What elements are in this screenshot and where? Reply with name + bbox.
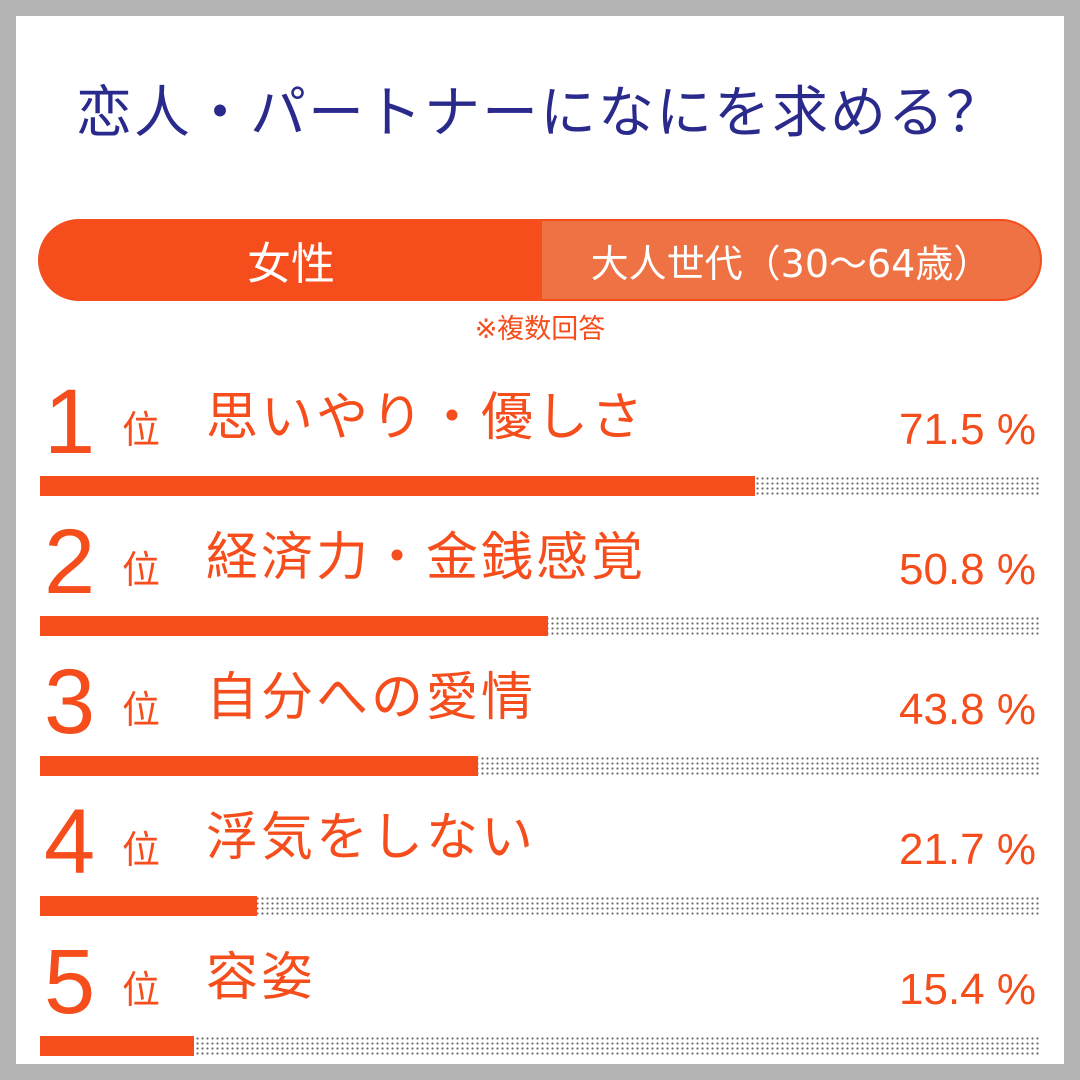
value-label: 21.7 %: [899, 825, 1036, 874]
bar: [40, 1036, 194, 1056]
segment-age-group: 大人世代（30〜64歳）: [590, 241, 992, 286]
bar-track: [40, 896, 1040, 916]
bar: [40, 896, 257, 916]
rank-number: 5: [44, 931, 96, 1033]
rank-number: 3: [44, 651, 96, 753]
category-label: 浮気をしない: [206, 808, 537, 868]
rank-unit-label: 位: [122, 828, 161, 872]
bar: [40, 756, 478, 776]
rank-number: 1: [44, 371, 96, 473]
bar-track: [40, 1036, 1040, 1056]
bar-track: [40, 756, 1040, 776]
ranking-row: 2 位 経済力・金銭感覚 50.8 %: [0, 511, 1080, 636]
ranking-row: 4 位 浮気をしない 21.7 %: [0, 791, 1080, 916]
rank-unit-label: 位: [122, 688, 161, 732]
rank-unit-label: 位: [122, 968, 161, 1012]
category-label: 容姿: [206, 948, 317, 1008]
value-label: 71.5 %: [899, 405, 1036, 454]
bar: [40, 476, 755, 496]
chart-title: 恋人・パートナーになにを求める？: [76, 81, 1004, 146]
value-label: 50.8 %: [899, 545, 1036, 594]
category-label: 自分への愛情: [206, 668, 537, 728]
multiple-answer-note: ※複数回答: [474, 314, 606, 345]
ranking-row: 1 位 思いやり・優しさ 71.5 %: [0, 371, 1080, 496]
category-label: 思いやり・優しさ: [206, 388, 647, 448]
value-label: 15.4 %: [899, 965, 1036, 1014]
segment-gender: 女性: [40, 221, 542, 299]
category-label: 経済力・金銭感覚: [206, 528, 647, 588]
ranking-row: 5 位 容姿 15.4 %: [0, 931, 1080, 1056]
rank-unit-label: 位: [122, 408, 161, 452]
ranking-row: 3 位 自分への愛情 43.8 %: [0, 651, 1080, 776]
bar-track: [40, 616, 1040, 636]
rank-number: 4: [44, 791, 96, 893]
bar-track: [40, 476, 1040, 496]
value-label: 43.8 %: [899, 685, 1036, 734]
bar: [40, 616, 548, 636]
chart-card: [16, 16, 1064, 1064]
rank-number: 2: [44, 511, 96, 613]
rank-unit-label: 位: [122, 548, 161, 592]
segment-pill: 女性 大人世代（30〜64歳）: [38, 219, 1042, 301]
